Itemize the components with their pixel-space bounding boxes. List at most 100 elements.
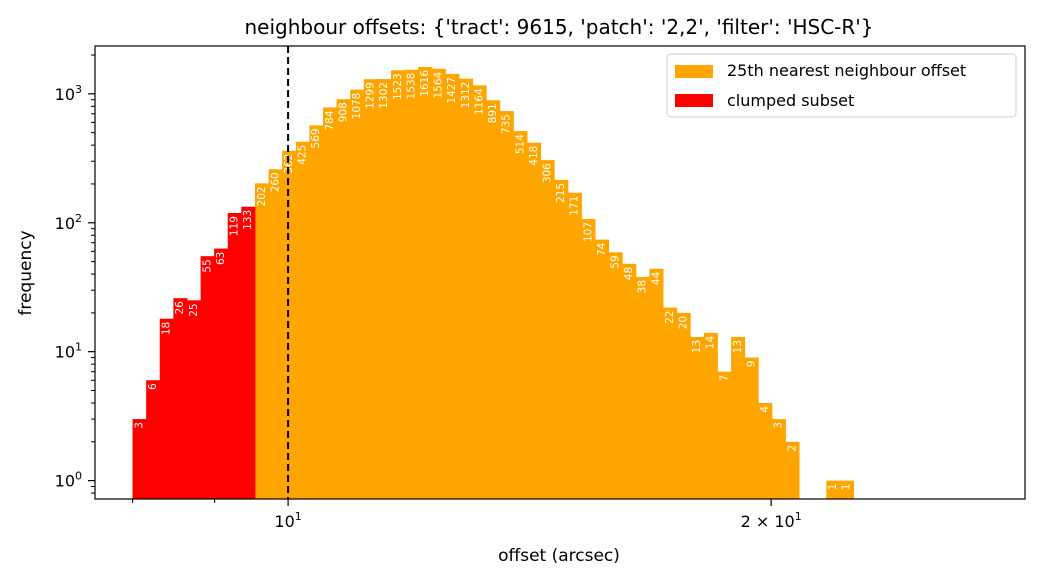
- offset-bar-38: [649, 268, 664, 499]
- offset-bar-9: [254, 183, 269, 499]
- y-axis: 100 101 102 103: [55, 54, 95, 494]
- bar-label-12: 425: [297, 145, 309, 165]
- offset-bar-44: [731, 336, 746, 499]
- offset-bar-12: [295, 141, 310, 499]
- offset-bar-17: [363, 79, 378, 499]
- offset-bar-42: [703, 332, 718, 499]
- bar-label-25: 1164: [473, 88, 485, 115]
- bar-label-33: 107: [582, 222, 594, 242]
- bar-label-7: 119: [229, 216, 241, 236]
- offset-bar-19: [391, 70, 406, 499]
- x-axis-label: offset (arcsec): [498, 546, 620, 566]
- bar-label-2: 18: [161, 322, 173, 335]
- offset-bar-23: [445, 73, 460, 500]
- offset-bar-29: [527, 142, 542, 499]
- bar-label-52: 1: [841, 484, 853, 491]
- bar-label-5: 55: [201, 259, 213, 272]
- bar-label-15: 908: [337, 102, 349, 122]
- legend: 25th nearest neighbour offset clumped su…: [666, 53, 1017, 118]
- bar-label-29: 418: [528, 146, 540, 166]
- offset-bar-10: [268, 169, 283, 499]
- offset-bar-28: [513, 131, 528, 499]
- offset-bar-40: [676, 312, 691, 499]
- offset-bar-43: [717, 371, 732, 499]
- y-axis-label: frequency: [16, 230, 36, 315]
- clumped-bar-7: [227, 213, 242, 499]
- bar-label-3: 26: [174, 301, 186, 315]
- y-tick-label-1: 101: [55, 341, 82, 362]
- offset-bar-48: [785, 441, 800, 499]
- offset-bar-30: [540, 160, 555, 499]
- legend-swatch-red: [675, 94, 713, 107]
- offset-bar-51: [826, 480, 841, 499]
- bar-label-36: 48: [623, 267, 635, 280]
- bar-label-13: 569: [310, 128, 322, 148]
- offset-bar-15: [336, 99, 351, 500]
- offset-bar-18: [377, 79, 392, 499]
- offset-bar-14: [323, 107, 338, 500]
- bar-label-41: 13: [691, 340, 703, 353]
- bar-label-37: 38: [637, 280, 649, 293]
- bar-label-44: 13: [732, 340, 744, 353]
- offset-bar-20: [404, 69, 419, 500]
- offset-bar-11: [282, 150, 297, 500]
- clumped-bar-6: [214, 248, 229, 499]
- bar-label-0: 3: [133, 422, 145, 429]
- bar-label-14: 784: [324, 110, 336, 130]
- offset-bar-37: [635, 276, 650, 499]
- bar-label-17: 1299: [365, 82, 377, 109]
- bar-label-11: 362: [283, 154, 295, 174]
- bar-label-18: 1302: [378, 82, 390, 109]
- bar-label-43: 7: [718, 375, 730, 382]
- chart-title: neighbour offsets: {'tract': 9615, 'patc…: [244, 15, 873, 39]
- bar-label-35: 59: [610, 255, 622, 268]
- bar-label-45: 9: [746, 361, 758, 368]
- bar-label-1: 6: [147, 383, 159, 390]
- x-axis: 101 2 × 101: [132, 499, 802, 531]
- bar-label-32: 171: [569, 196, 581, 216]
- clumped-bar-8: [241, 206, 256, 500]
- legend-swatch-orange: [675, 65, 713, 78]
- bar-label-46: 4: [759, 406, 771, 413]
- bar-label-40: 20: [678, 316, 690, 329]
- bar-label-51: 1: [827, 484, 839, 491]
- legend-label-clumped: clumped subset: [727, 91, 854, 110]
- offset-bar-46: [758, 402, 773, 499]
- bar-label-20: 1538: [405, 73, 417, 100]
- bar-label-19: 1523: [392, 73, 404, 100]
- legend-label-offsets: 25th nearest neighbour offset: [727, 61, 966, 80]
- offset-bar-31: [554, 179, 569, 499]
- offset-bar-36: [622, 263, 637, 499]
- offset-bar-24: [459, 78, 474, 499]
- bar-label-9: 202: [256, 186, 268, 206]
- bar-label-34: 74: [596, 242, 608, 256]
- bar-label-22: 1564: [433, 71, 445, 98]
- bar-label-31: 215: [555, 183, 567, 203]
- legend-box: [666, 53, 1017, 118]
- bar-label-27: 735: [501, 114, 513, 134]
- clumped-bar-3: [173, 298, 188, 499]
- offset-bar-21: [418, 66, 433, 499]
- bar-label-21: 1616: [419, 70, 431, 97]
- bar-label-42: 14: [705, 336, 717, 350]
- bar-label-38: 44: [650, 271, 662, 285]
- x-tick-label-0: 101: [274, 510, 301, 531]
- bar-label-30: 306: [541, 163, 553, 183]
- bar-label-24: 1312: [460, 82, 472, 109]
- plot-area-frame: [94, 45, 1026, 500]
- offset-bar-34: [595, 239, 610, 499]
- bar-label-48: 2: [786, 445, 798, 452]
- bar-label-26: 891: [487, 103, 499, 123]
- bar-label-47: 3: [773, 422, 785, 429]
- offset-bar-27: [499, 111, 514, 499]
- offset-bar-47: [771, 419, 786, 499]
- clumped-bar-2: [159, 318, 174, 499]
- bar-label-39: 22: [664, 311, 676, 324]
- bar-label-16: 1078: [351, 93, 363, 120]
- offset-bar-33: [581, 218, 596, 499]
- offset-bar-16: [350, 89, 365, 499]
- offset-bar-45: [744, 357, 759, 499]
- offset-bar-39: [663, 307, 678, 499]
